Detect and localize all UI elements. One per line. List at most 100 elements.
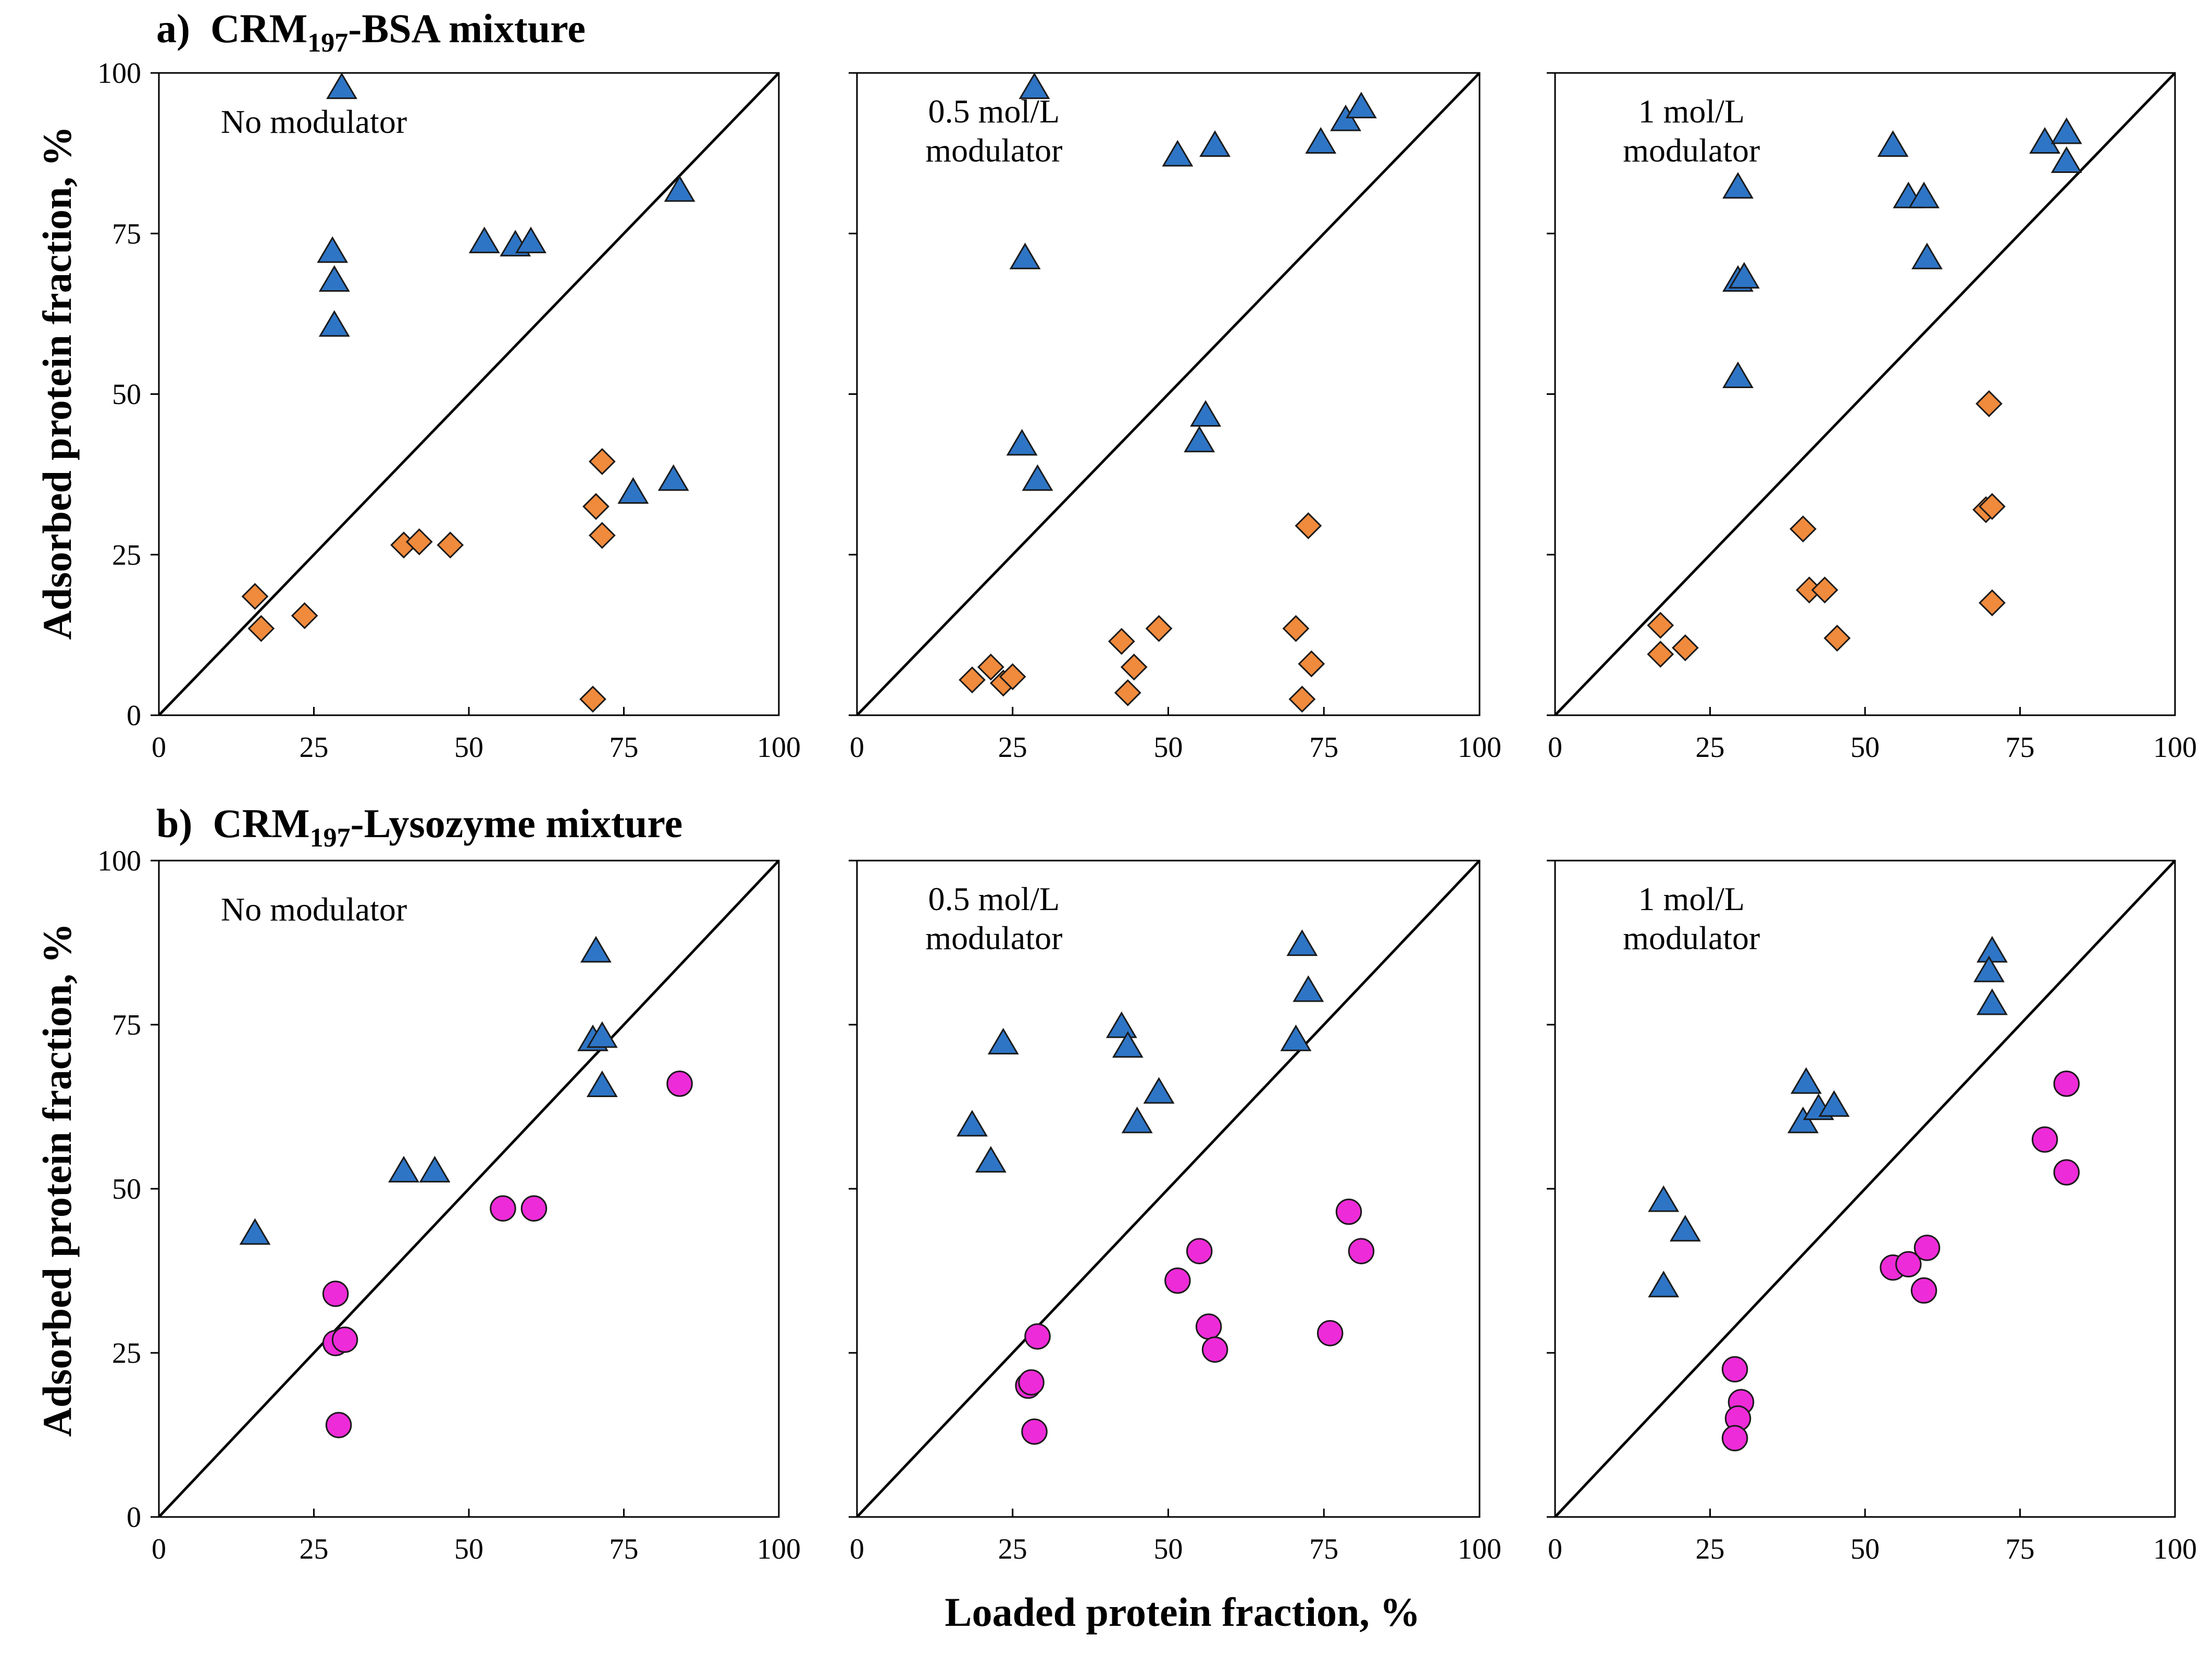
triangle-point: [1112, 1031, 1144, 1058]
panel-bsa-no-modulator: 0 25 50 75 100 0 25 50 75 100 No modulator: [97, 57, 801, 764]
parity-line: [856, 860, 1481, 1518]
triangle-point: [1018, 72, 1050, 99]
triangle-point: [1729, 262, 1760, 289]
diamond-point: [1790, 515, 1817, 543]
x-tick-label: 100: [757, 731, 801, 764]
x-tick-label: 0: [850, 1533, 864, 1565]
row-a-title-pre: CRM: [210, 6, 308, 51]
triangle-point: [1908, 181, 1940, 208]
x-tick-label: 50: [1154, 731, 1183, 764]
triangle-point: [1648, 1185, 1680, 1212]
circle-point: [490, 1195, 516, 1222]
triangle-point: [1787, 1106, 1819, 1134]
x-tick-label: 75: [1309, 1533, 1338, 1565]
diamond-point: [588, 448, 616, 475]
diamond-point: [1811, 576, 1838, 604]
row-a-title-sub: 197: [307, 28, 349, 58]
triangle-point: [1293, 975, 1324, 1002]
circle-point: [325, 1412, 352, 1438]
diamond-point: [405, 528, 433, 555]
circle-point: [1164, 1267, 1191, 1294]
y-axis-label-bottom: Adsorbed protein fraction, %: [34, 923, 80, 1437]
row-b-label: b): [156, 801, 193, 846]
y-tick-label: 75: [112, 1009, 141, 1041]
row-b-title-post: -Lysozyme mixture: [350, 801, 683, 846]
y-tick-label: 75: [112, 218, 141, 250]
triangle-point: [1143, 1077, 1175, 1104]
triangle-point: [1877, 130, 1909, 157]
diamond-point: [582, 493, 610, 520]
x-tick-label: 50: [1850, 731, 1880, 764]
x-tick-label: 75: [2006, 731, 2035, 764]
triangle-point: [2051, 117, 2082, 144]
triangle-point: [1977, 988, 2008, 1015]
diamond-point: [1979, 589, 2006, 617]
triangle-point: [1009, 242, 1041, 269]
x-tick-label: 25: [300, 1533, 329, 1565]
parity-line: [158, 860, 780, 1518]
x-tick-label: 25: [1696, 731, 1725, 764]
triangle-point: [239, 1218, 271, 1245]
circle-point: [2053, 1071, 2080, 1097]
triangle-point: [1791, 1067, 1822, 1094]
x-tick-label: 100: [1458, 1533, 1501, 1565]
triangle-point: [1199, 130, 1231, 157]
triangle-point: [956, 1110, 988, 1137]
panel-title-line: modulator: [925, 919, 1062, 956]
circle-point: [1024, 1323, 1051, 1350]
triangle-point: [1022, 464, 1053, 491]
parity-line: [856, 72, 1481, 716]
diamond-point: [959, 666, 986, 694]
x-tick-label: 75: [610, 1533, 639, 1565]
y-tick-label: 0: [127, 1501, 141, 1534]
triangle-point: [1911, 242, 1943, 269]
x-tick-label: 75: [1309, 731, 1338, 764]
parity-line: [1554, 860, 2176, 1518]
circle-point: [520, 1195, 548, 1222]
diamond-point: [1282, 615, 1310, 642]
triangle-point: [1286, 929, 1318, 956]
row-a-title: a) CRM197-BSA mixture: [156, 5, 586, 58]
y-tick-label: 25: [112, 1337, 141, 1370]
triangle-point: [1006, 429, 1038, 456]
diamond-point: [1979, 493, 2006, 520]
diamond-point: [1114, 679, 1141, 706]
x-tick-label: 25: [998, 731, 1027, 764]
x-tick-label: 100: [2153, 731, 2197, 764]
x-tick-label: 50: [454, 1533, 483, 1565]
circle-point: [1201, 1336, 1228, 1363]
circle-point: [322, 1280, 349, 1307]
triangle-point: [987, 1028, 1019, 1055]
diamond-point: [977, 653, 1004, 681]
triangle-point: [419, 1155, 451, 1183]
triangle-point: [664, 175, 695, 202]
triangle-point: [326, 72, 357, 99]
triangle-point: [317, 236, 349, 263]
triangle-point: [1977, 936, 2008, 963]
triangle-point: [586, 1021, 618, 1048]
circle-point: [2053, 1159, 2080, 1186]
circle-point: [1021, 1418, 1048, 1445]
triangle-point: [1722, 172, 1754, 199]
x-tick-label: 0: [152, 1533, 166, 1565]
parity-line: [158, 72, 780, 716]
panel-lysozyme-no-modulator: 0 25 50 75 100 0 25 50 75 100 No modulator: [97, 845, 801, 1565]
x-tick-label: 0: [1548, 1533, 1562, 1565]
circle-point: [1186, 1238, 1213, 1264]
x-tick-label: 0: [152, 731, 166, 764]
panel-title-line: modulator: [1623, 919, 1760, 956]
x-tick-label: 0: [1548, 731, 1562, 764]
triangle-point: [1184, 426, 1215, 453]
circle-point: [1195, 1313, 1222, 1340]
triangle-point: [580, 936, 612, 963]
panel-title-line: 1 mol/L: [1638, 93, 1745, 130]
x-tick-label: 25: [1696, 1533, 1725, 1565]
triangle-point: [1648, 1271, 1680, 1298]
diamond-point: [579, 686, 606, 713]
triangle-point: [2029, 127, 2061, 154]
x-tick-label: 50: [1850, 1533, 1880, 1565]
diamond-point: [1823, 625, 1851, 652]
x-tick-label: 25: [998, 1533, 1027, 1565]
triangle-point: [1973, 955, 2005, 982]
